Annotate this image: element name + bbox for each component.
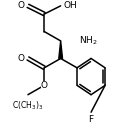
Text: F: F (88, 115, 94, 124)
Polygon shape (59, 41, 62, 58)
Text: O: O (17, 1, 24, 10)
Text: NH$_2$: NH$_2$ (79, 35, 98, 47)
Text: O: O (41, 81, 48, 90)
Text: OH: OH (63, 1, 77, 10)
Text: O: O (17, 54, 24, 63)
Text: C(CH$_3$)$_3$: C(CH$_3$)$_3$ (12, 99, 43, 112)
